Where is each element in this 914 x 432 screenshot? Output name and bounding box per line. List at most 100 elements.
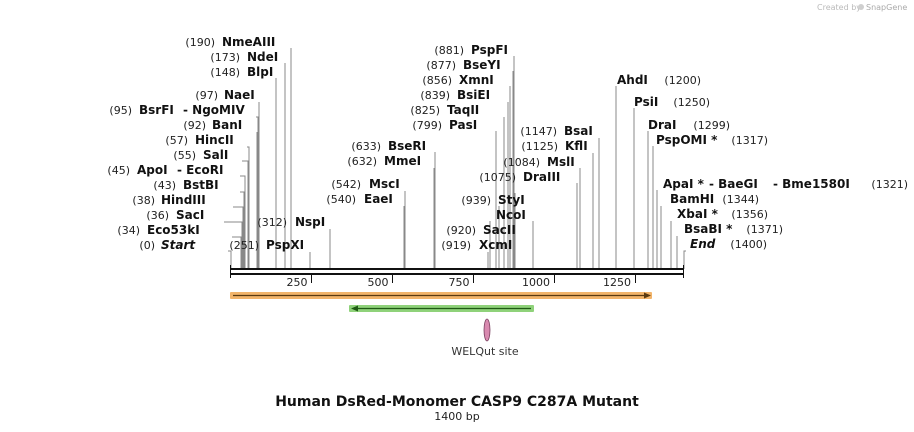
enzyme-hincii[interactable]: (57) HincII [165, 133, 233, 147]
enzyme-position: (45) [107, 164, 130, 177]
enzyme-name-3: - Bme1580I [773, 177, 850, 191]
enzyme-apai-baegi-bme1580i[interactable]: ApaI * - BaeGI - Bme1580I (1321) [663, 177, 908, 191]
enzyme-position: (1356) [731, 208, 768, 221]
enzyme-name: End [690, 237, 716, 251]
enzyme-position: (1371) [746, 223, 783, 236]
enzyme-bani[interactable]: (92) BanI [183, 118, 242, 132]
enzyme-nspi[interactable]: (312) NspI [257, 215, 325, 229]
enzyme-name: SacII [483, 223, 516, 237]
enzyme-xbai[interactable]: XbaI * (1356) [677, 207, 768, 221]
enzyme-draiii[interactable]: (1075) DraIII [479, 170, 560, 184]
enzyme-ahdi[interactable]: AhdI (1200) [617, 73, 701, 87]
enzyme-name: XbaI * [677, 207, 719, 221]
enzyme-name: BseRI [388, 139, 426, 153]
enzyme-position: (1317) [731, 134, 768, 147]
enzyme-styi[interactable]: (939) StyI [461, 193, 524, 207]
enzyme-position: (1200) [664, 74, 701, 87]
enzyme-eaei[interactable]: (540) EaeI [326, 192, 393, 206]
enzyme-name: HindIII [161, 193, 206, 207]
welqut-site[interactable]: WELQut site [451, 318, 519, 358]
enzyme-psii[interactable]: PsiI (1250) [634, 95, 710, 109]
enzyme-xcmi[interactable]: (919) XcmI [441, 238, 512, 252]
orange-feature[interactable] [230, 292, 652, 299]
enzyme-name: DraI [648, 118, 676, 132]
green-feature[interactable] [349, 305, 534, 312]
enzyme-name: KflI [565, 139, 588, 153]
ruler-label: 1000 [522, 276, 550, 289]
enzyme-position: (1299) [693, 119, 730, 132]
enzyme-name: NcoI [496, 208, 526, 222]
enzyme-name: NaeI [224, 88, 255, 102]
ruler-tick [554, 275, 555, 283]
enzyme-pspfi[interactable]: (881) PspFI [434, 43, 508, 57]
ruler-tick [392, 275, 393, 283]
enzyme-saci[interactable]: (36) SacI [146, 208, 204, 222]
enzyme-bstbi[interactable]: (43) BstBI [153, 178, 218, 192]
dna-backbone [230, 265, 684, 278]
enzyme-name: Eco53kI [147, 223, 200, 237]
enzyme-drai[interactable]: DraI (1299) [648, 118, 730, 132]
enzyme-ndei[interactable]: (173) NdeI [210, 50, 278, 64]
enzyme-leader-lines [224, 48, 686, 269]
enzyme-name: XcmI [479, 238, 512, 252]
enzyme-sali[interactable]: (55) SalI [173, 148, 228, 162]
enzyme-position: (1084) [503, 156, 540, 169]
enzyme-position: (856) [422, 74, 452, 87]
enzyme-name: ApoI [137, 163, 168, 177]
credit-text: Created by [817, 3, 861, 12]
enzyme-bseyi[interactable]: (877) BseYI [426, 58, 500, 72]
enzyme-blpi[interactable]: (148) BlpI [210, 65, 273, 79]
enzyme-position: (825) [410, 104, 440, 117]
enzyme-xmni[interactable]: (856) XmnI [422, 73, 493, 87]
ruler-tick [473, 275, 474, 283]
enzyme-naei[interactable]: (97) NaeI [195, 88, 254, 102]
enzyme-position: (43) [153, 179, 176, 192]
arrowhead-icon [644, 292, 651, 299]
enzyme-mmei[interactable]: (632) MmeI [347, 154, 421, 168]
enzyme-pasi[interactable]: (799) PasI [412, 118, 477, 132]
enzyme-bsabi[interactable]: BsaBI * (1371) [684, 222, 783, 236]
map-title: Human DsRed-Monomer CASP9 C287A Mutant [275, 394, 639, 410]
enzyme-bsrfi-ngomiv[interactable]: (95) BsrFI - NgoMIV [109, 103, 245, 117]
enzyme-name: MscI [369, 177, 400, 191]
map-length: 1400 bp [434, 410, 479, 423]
enzyme-apoi-ecori[interactable]: (45) ApoI - EcoRI [107, 163, 223, 177]
enzyme-bsiei[interactable]: (839) BsiEI [420, 88, 490, 102]
enzyme-pspxi[interactable]: (251) PspXI [229, 238, 304, 252]
site-marker-icon [483, 318, 491, 342]
enzyme-name: MmeI [384, 154, 421, 168]
enzyme-position: (632) [347, 155, 377, 168]
ruler-label: 750 [449, 276, 470, 289]
enzyme-name: PasI [449, 118, 477, 132]
enzyme-msli[interactable]: (1084) MslI [503, 155, 574, 169]
enzyme-pspomi[interactable]: PspOMI * (1317) [656, 133, 768, 147]
ruler-tick [635, 275, 636, 283]
enzyme-end[interactable]: End (1400) [690, 237, 767, 251]
enzyme-name: EaeI [364, 192, 393, 206]
enzyme-position: (1125) [521, 140, 558, 153]
enzyme-kfli[interactable]: (1125) KflI [521, 139, 587, 153]
enzyme-position: (312) [257, 216, 287, 229]
enzyme-position: (57) [165, 134, 188, 147]
enzyme-labels: (0) Start (34) Eco53kI (36) SacI (38) Hi… [107, 35, 908, 252]
enzyme-position: (633) [351, 140, 381, 153]
enzyme-hindiii[interactable]: (38) HindIII [132, 193, 205, 207]
enzyme-sacii[interactable]: (920) SacII [446, 223, 515, 237]
enzyme-start[interactable]: (0) Start [139, 238, 196, 252]
enzyme-position: (92) [183, 119, 206, 132]
enzyme-nmeaiii[interactable]: (190) NmeAIII [185, 35, 275, 49]
enzyme-position: (0) [139, 239, 155, 252]
enzyme-name: SalI [203, 148, 228, 162]
enzyme-bamhi[interactable]: BamHI (1344) [670, 192, 759, 206]
enzyme-bsai[interactable]: (1147) BsaI [520, 124, 592, 138]
enzyme-name: BanI [212, 118, 242, 132]
enzyme-eco53ki[interactable]: (34) Eco53kI [117, 223, 199, 237]
enzyme-taqii[interactable]: (825) TaqII [410, 103, 479, 117]
enzyme-name: TaqII [447, 103, 479, 117]
enzyme-bseri[interactable]: (633) BseRI [351, 139, 426, 153]
enzyme-msci[interactable]: (542) MscI [331, 177, 399, 191]
enzyme-name: NdeI [247, 50, 278, 64]
enzyme-position: (148) [210, 66, 240, 79]
enzyme-ncoi[interactable]: NcoI [496, 208, 526, 222]
